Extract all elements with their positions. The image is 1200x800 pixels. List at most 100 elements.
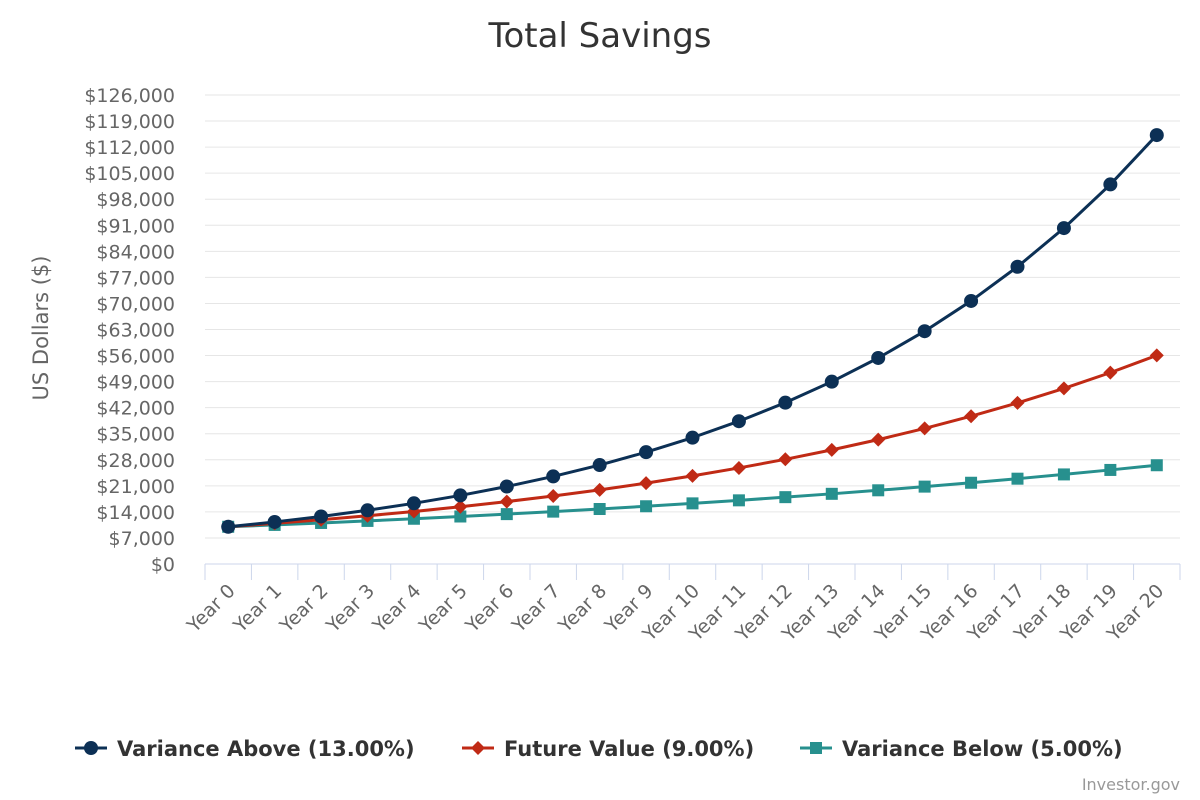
data-point[interactable] bbox=[778, 452, 793, 467]
data-point[interactable] bbox=[1056, 221, 1071, 236]
data-point[interactable] bbox=[546, 488, 561, 503]
data-point[interactable] bbox=[546, 469, 561, 484]
data-point[interactable] bbox=[360, 503, 375, 518]
y-tick-label: $98,000 bbox=[96, 189, 175, 211]
data-point[interactable] bbox=[314, 509, 329, 524]
x-tick-label: Year 4 bbox=[368, 580, 426, 638]
data-point[interactable] bbox=[685, 468, 700, 483]
data-point[interactable] bbox=[1010, 395, 1025, 410]
data-point[interactable] bbox=[453, 499, 468, 514]
data-point[interactable] bbox=[1103, 365, 1118, 380]
data-point[interactable] bbox=[1011, 472, 1024, 485]
y-tick-label: $105,000 bbox=[84, 163, 175, 185]
data-point[interactable] bbox=[732, 494, 745, 507]
data-point[interactable] bbox=[965, 476, 978, 489]
legend-item[interactable]: Future Value (9.00%) bbox=[462, 737, 754, 761]
y-tick-label: $63,000 bbox=[96, 320, 175, 342]
data-point[interactable] bbox=[454, 510, 467, 523]
legend-item[interactable]: Variance Below (5.00%) bbox=[800, 737, 1123, 761]
data-point[interactable] bbox=[1057, 468, 1070, 481]
data-point[interactable] bbox=[964, 409, 979, 424]
data-point[interactable] bbox=[639, 445, 654, 460]
y-tick-label: $28,000 bbox=[96, 450, 175, 472]
y-tick-label: $70,000 bbox=[96, 293, 175, 315]
data-point[interactable] bbox=[453, 488, 468, 503]
y-tick-label: $14,000 bbox=[96, 502, 175, 524]
chart-title: Total Savings bbox=[487, 16, 711, 56]
x-tick-label: Year 6 bbox=[461, 580, 519, 638]
y-tick-label: $42,000 bbox=[96, 398, 175, 420]
data-point[interactable] bbox=[267, 514, 282, 529]
y-tick-label: $21,000 bbox=[96, 476, 175, 498]
y-axis-ticks: $0 $7,000 $14,000 $21,000 $28,000 $35,000 $42,… bbox=[84, 85, 175, 576]
data-point[interactable] bbox=[1010, 259, 1025, 274]
data-point[interactable] bbox=[685, 430, 700, 445]
data-point[interactable] bbox=[917, 421, 932, 436]
data-point[interactable] bbox=[779, 491, 792, 504]
data-point[interactable] bbox=[500, 508, 513, 521]
data-point[interactable] bbox=[499, 479, 514, 494]
legend-label: Future Value (9.00%) bbox=[504, 737, 754, 761]
data-point[interactable] bbox=[1056, 381, 1071, 396]
credit-text[interactable]: Investor.gov bbox=[1082, 775, 1180, 794]
y-axis-label: US Dollars ($) bbox=[29, 256, 53, 401]
data-point[interactable] bbox=[407, 512, 420, 525]
data-point[interactable] bbox=[1104, 463, 1117, 476]
data-point[interactable] bbox=[824, 374, 839, 389]
data-point[interactable] bbox=[639, 476, 654, 491]
x-tick-label: Year 8 bbox=[554, 580, 612, 638]
legend-marker[interactable] bbox=[471, 741, 485, 755]
data-point[interactable] bbox=[1150, 459, 1163, 472]
data-point[interactable] bbox=[871, 350, 886, 365]
y-tick-label: $112,000 bbox=[84, 137, 175, 159]
legend-label: Variance Below (5.00%) bbox=[842, 737, 1123, 761]
data-point[interactable] bbox=[872, 484, 885, 497]
y-tick-label: $119,000 bbox=[84, 111, 175, 133]
x-tick-label: Year 0 bbox=[182, 580, 240, 638]
data-point[interactable] bbox=[592, 482, 607, 497]
data-point[interactable] bbox=[731, 414, 746, 429]
data-point[interactable] bbox=[686, 497, 699, 510]
x-tick-label: Year 1 bbox=[229, 580, 287, 638]
series-line[interactable] bbox=[228, 134, 1158, 529]
data-point[interactable] bbox=[1103, 177, 1118, 192]
y-tick-label: $56,000 bbox=[96, 346, 175, 368]
series-lines bbox=[221, 128, 1164, 534]
data-point[interactable] bbox=[406, 496, 421, 511]
legend: Variance Above (13.00%) Future Value (9.0… bbox=[75, 737, 1123, 761]
y-tick-label: $84,000 bbox=[96, 241, 175, 263]
data-point[interactable] bbox=[917, 324, 932, 339]
data-point[interactable] bbox=[918, 480, 931, 493]
data-point[interactable] bbox=[1149, 348, 1164, 363]
y-tick-label: $126,000 bbox=[84, 85, 175, 107]
legend-marker[interactable] bbox=[810, 742, 822, 754]
x-tick-label: Year 3 bbox=[322, 580, 380, 638]
data-point[interactable] bbox=[825, 487, 838, 500]
data-point[interactable] bbox=[499, 494, 514, 509]
x-tick-label: Year 7 bbox=[507, 580, 565, 638]
data-point[interactable] bbox=[731, 460, 746, 475]
data-point[interactable] bbox=[640, 500, 653, 513]
y-tick-label: $77,000 bbox=[96, 267, 175, 289]
data-point[interactable] bbox=[964, 293, 979, 308]
legend-marker[interactable] bbox=[84, 741, 98, 755]
data-point[interactable] bbox=[547, 505, 560, 518]
data-point[interactable] bbox=[871, 432, 886, 447]
data-point[interactable] bbox=[824, 442, 839, 457]
data-point[interactable] bbox=[1149, 128, 1164, 143]
data-point[interactable] bbox=[592, 458, 607, 473]
series-circle bbox=[221, 128, 1164, 534]
legend-label: Variance Above (13.00%) bbox=[117, 737, 415, 761]
y-tick-label: $91,000 bbox=[96, 215, 175, 237]
data-point[interactable] bbox=[593, 503, 606, 516]
legend-item[interactable]: Variance Above (13.00%) bbox=[75, 737, 415, 761]
y-tick-label: $0 bbox=[151, 554, 175, 576]
y-tick-label: $49,000 bbox=[96, 372, 175, 394]
series-diamond bbox=[221, 348, 1164, 534]
data-point[interactable] bbox=[778, 395, 793, 410]
gridlines bbox=[205, 94, 1180, 539]
y-tick-label: $7,000 bbox=[109, 528, 175, 550]
data-point[interactable] bbox=[221, 519, 236, 534]
